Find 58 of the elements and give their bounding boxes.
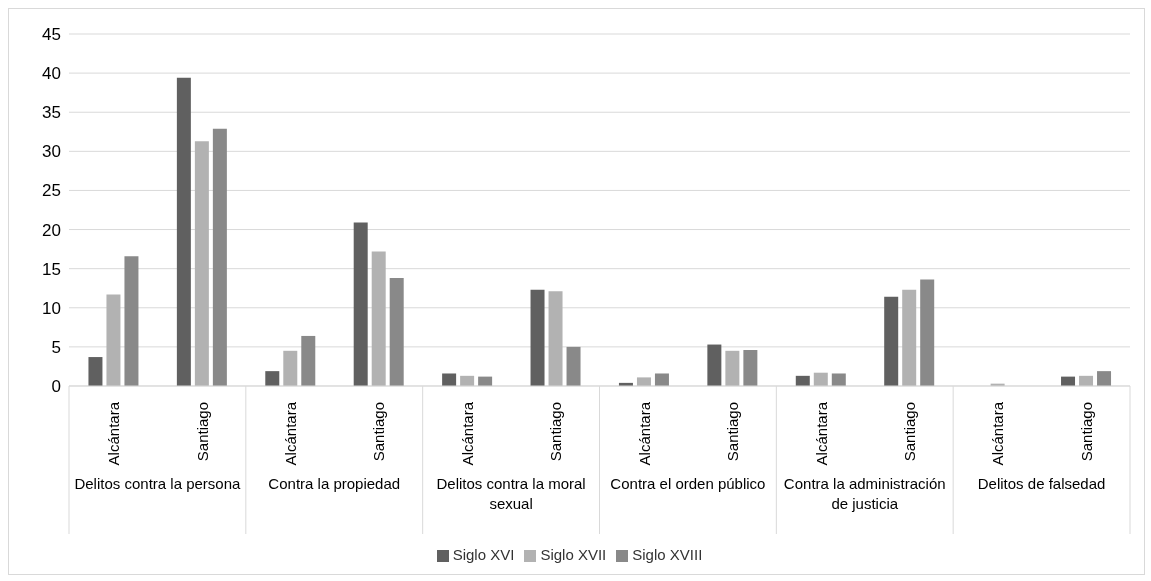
y-tick-label: 45 xyxy=(42,25,61,45)
bar xyxy=(743,350,758,386)
y-tick-label: 0 xyxy=(51,377,61,397)
y-tick-label: 35 xyxy=(42,103,61,123)
bar xyxy=(707,344,722,386)
y-tick-label: 15 xyxy=(42,259,61,279)
bar xyxy=(106,294,121,386)
x-tick-label: Alcántara xyxy=(458,401,476,466)
y-tick-label: 5 xyxy=(51,337,61,357)
bar xyxy=(831,373,846,386)
bar xyxy=(194,141,209,386)
bar xyxy=(265,371,280,386)
x-tick-label: Santiago xyxy=(900,402,918,462)
text: Contra el orden público xyxy=(609,474,767,494)
bar xyxy=(530,289,545,386)
bar xyxy=(212,128,227,386)
text: Contra la propiedad xyxy=(267,474,402,494)
bar xyxy=(654,373,669,386)
bar xyxy=(725,350,740,386)
bar xyxy=(442,373,457,386)
bar xyxy=(371,251,386,386)
x-tick-label: Alcántara xyxy=(989,401,1007,466)
x-tick-label: Santiago xyxy=(370,402,388,462)
bar xyxy=(902,289,917,386)
legend-label: Siglo XVI xyxy=(452,546,515,563)
bar xyxy=(884,296,899,386)
y-tick-label: 25 xyxy=(42,181,61,201)
bar xyxy=(301,335,316,386)
bar xyxy=(283,350,298,386)
x-tick-label: Santiago xyxy=(193,402,211,462)
bar xyxy=(920,279,935,386)
text: Delitos contra la persona xyxy=(73,474,242,494)
bar xyxy=(636,377,651,386)
text: Delitos contra la moral sexual xyxy=(435,474,587,514)
x-tick-label: Alcántara xyxy=(282,401,300,466)
legend-label: Siglo XVII xyxy=(540,546,607,563)
bar xyxy=(389,278,404,386)
bar xyxy=(566,346,581,386)
x-tick-label: Santiago xyxy=(724,402,742,462)
x-tick-label: Alcántara xyxy=(812,401,830,466)
text: Contra la administración de justicia xyxy=(782,474,947,514)
x-tick-label: Alcántara xyxy=(635,401,653,466)
text: Delitos de falsedad xyxy=(976,474,1107,494)
legend-label: Siglo XVIII xyxy=(632,546,703,563)
bar xyxy=(176,77,191,386)
x-tick-label: Alcántara xyxy=(105,401,123,466)
bar xyxy=(1097,371,1112,386)
bar xyxy=(813,372,828,386)
bar xyxy=(124,256,139,386)
bar xyxy=(353,222,368,386)
bar xyxy=(548,291,563,386)
bar xyxy=(88,357,103,386)
y-tick-label: 40 xyxy=(42,64,61,84)
x-tick-label: Santiago xyxy=(1077,402,1095,462)
y-tick-label: 30 xyxy=(42,142,61,162)
x-tick-label: Santiago xyxy=(547,402,565,462)
y-tick-label: 10 xyxy=(42,298,61,318)
y-tick-label: 20 xyxy=(42,220,61,240)
